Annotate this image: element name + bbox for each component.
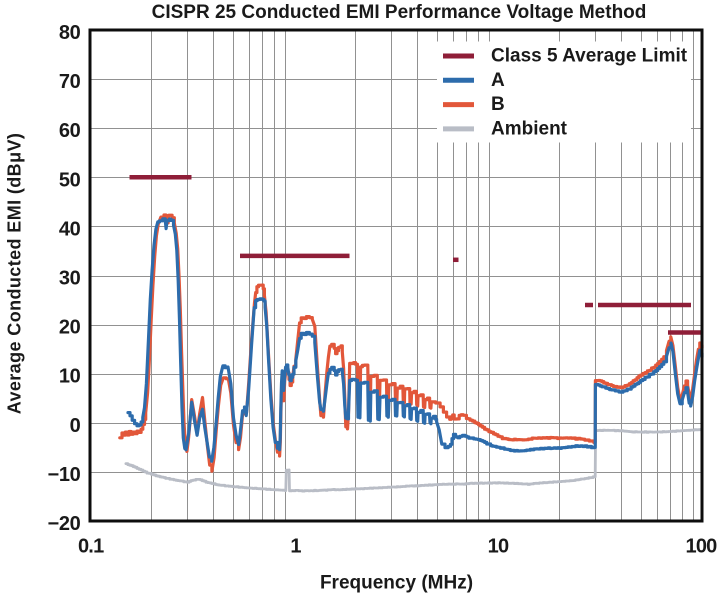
svg-text:−10: −10: [47, 464, 80, 486]
svg-text:10: 10: [488, 536, 509, 558]
svg-text:Ambient: Ambient: [491, 118, 568, 139]
svg-text:60: 60: [59, 120, 81, 142]
svg-text:100: 100: [686, 536, 718, 558]
svg-text:10: 10: [59, 366, 81, 388]
svg-text:A: A: [491, 70, 505, 91]
svg-text:Frequency (MHz): Frequency (MHz): [320, 573, 473, 594]
svg-text:50: 50: [59, 169, 81, 191]
svg-text:B: B: [491, 94, 505, 115]
svg-text:1: 1: [290, 536, 301, 558]
svg-text:70: 70: [59, 71, 81, 93]
svg-text:0.1: 0.1: [78, 536, 104, 558]
svg-text:0: 0: [70, 415, 81, 437]
svg-text:40: 40: [59, 218, 81, 240]
svg-text:−20: −20: [47, 513, 80, 535]
svg-text:Class 5 Average Limit: Class 5 Average Limit: [491, 46, 688, 67]
svg-text:80: 80: [59, 22, 81, 44]
svg-text:30: 30: [59, 268, 81, 290]
svg-text:CISPR 25 Conducted EMI Perform: CISPR 25 Conducted EMI Performance Volta…: [152, 2, 647, 23]
svg-text:20: 20: [59, 317, 81, 339]
svg-text:Average Conducted EMI (dBμV): Average Conducted EMI (dBμV): [4, 133, 24, 415]
